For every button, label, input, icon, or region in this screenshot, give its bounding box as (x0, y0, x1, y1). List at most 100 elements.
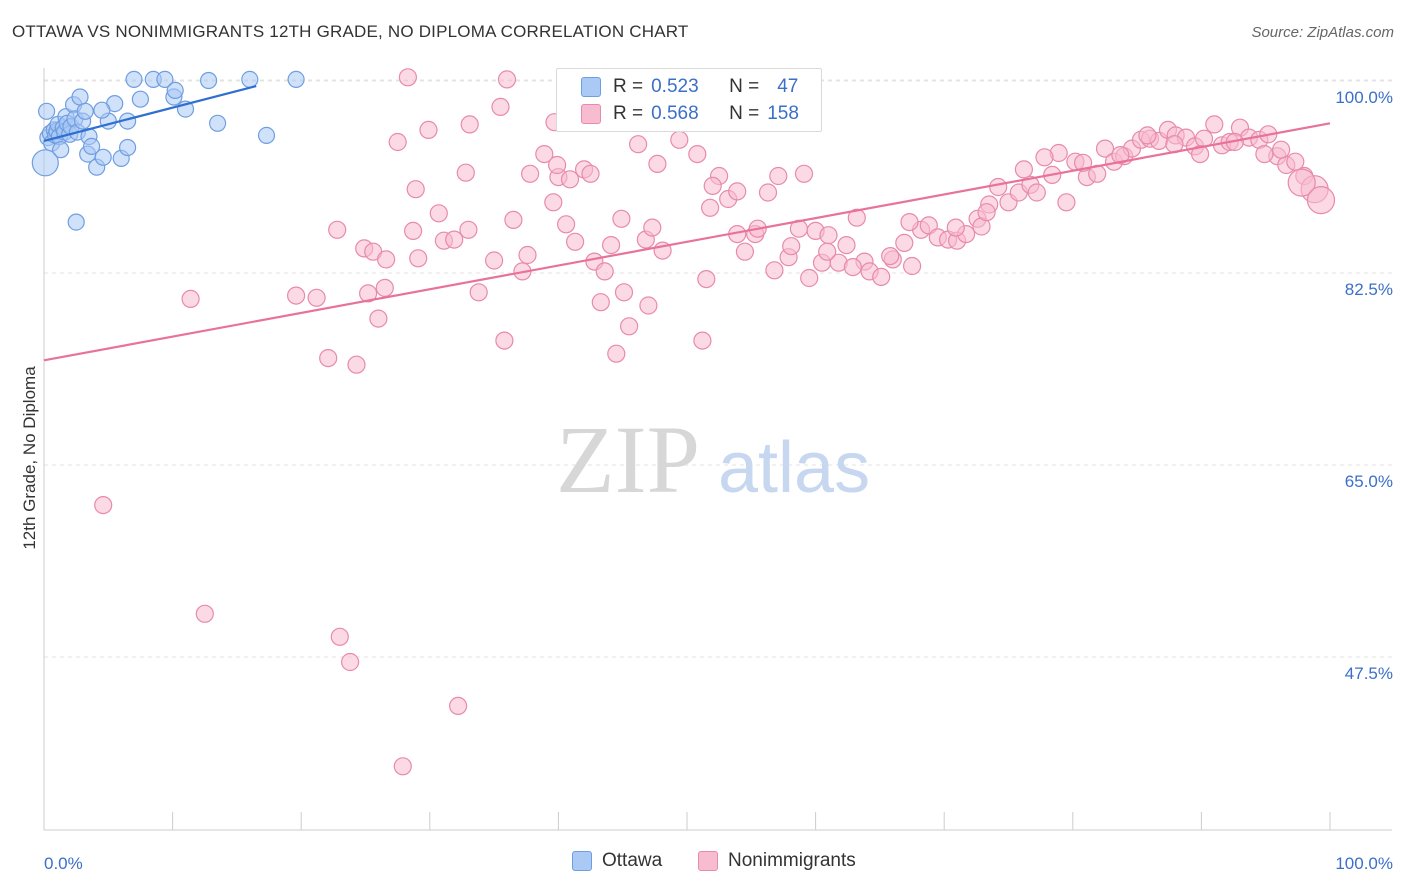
tick-labels: 100.0% 82.5% 65.0% 47.5% 0.0% 100.0% (44, 88, 1393, 873)
data-point (847, 208, 866, 227)
data-point (1014, 160, 1034, 179)
y-axis-label: 12th Grade, No Diploma (20, 366, 39, 550)
data-point (460, 115, 479, 134)
ottawa-points (31, 70, 305, 231)
legend-r-value: 0.568 (651, 103, 699, 124)
data-point (881, 247, 900, 266)
data-point (902, 256, 922, 276)
data-point (497, 70, 517, 89)
data-point (307, 288, 326, 307)
data-point (377, 250, 396, 269)
data-point (872, 267, 891, 286)
data-point (388, 132, 407, 152)
data-point (518, 245, 537, 265)
data-point (67, 213, 85, 231)
axes (43, 68, 1392, 831)
data-point (1057, 193, 1076, 212)
legend-r-label: R = (613, 76, 644, 97)
legend-n-label: N = (729, 76, 760, 97)
bottom-legend-label-nonimmigrants: Nonimmigrants (728, 850, 856, 871)
bottom-legend-label-ottawa: Ottawa (602, 850, 663, 871)
data-point (758, 183, 778, 202)
data-point (1287, 168, 1316, 197)
data-point (547, 155, 567, 175)
data-point (398, 68, 417, 87)
data-point (409, 249, 428, 268)
data-point (556, 215, 576, 234)
data-point (628, 135, 648, 154)
data-point (341, 652, 360, 672)
data-point (181, 289, 200, 308)
data-point (404, 221, 423, 240)
trend-lines (43, 84, 1331, 362)
watermark-atlas: atlas (718, 428, 870, 508)
data-point (375, 278, 394, 297)
legend-r-value: 0.523 (651, 76, 699, 97)
data-point (782, 237, 801, 256)
gridlines (44, 79, 1392, 658)
legend-n-value: 158 (767, 103, 799, 124)
data-point (445, 230, 464, 249)
data-point (406, 180, 425, 199)
data-point (469, 283, 488, 302)
data-point (614, 283, 634, 302)
data-point (670, 130, 689, 149)
legend-n-label: N = (729, 103, 760, 124)
data-point (393, 757, 412, 776)
data-point (735, 242, 755, 261)
data-point (1035, 148, 1054, 167)
chart-title: OTTAWA VS NONIMMIGRANTS 12TH GRADE, NO D… (12, 22, 689, 41)
data-point (1255, 145, 1274, 164)
data-point (643, 218, 662, 237)
data-point (818, 242, 837, 261)
bottom-legend-ottawa[interactable]: Ottawa (572, 850, 662, 872)
data-point (607, 344, 626, 363)
data-point (330, 627, 349, 646)
legend-swatch-nonimmigrants (581, 104, 601, 124)
data-point (94, 496, 113, 515)
data-point (794, 164, 814, 183)
data-point (485, 251, 504, 270)
data-point (166, 81, 184, 100)
data-point (989, 177, 1008, 197)
data-point (319, 349, 338, 368)
data-point (900, 213, 919, 232)
data-point (118, 138, 137, 157)
bottom-legend-swatch-nonimmigrants (698, 851, 718, 871)
data-point (703, 176, 722, 195)
data-point (769, 166, 788, 186)
data-point (700, 198, 720, 217)
data-point (895, 233, 914, 252)
data-point (93, 101, 111, 119)
data-point (369, 309, 388, 328)
data-point (76, 102, 94, 120)
data-point (843, 258, 863, 277)
data-point (595, 262, 614, 281)
nonimmigrants-trend-line (43, 122, 1331, 362)
data-point (765, 261, 784, 280)
data-point (200, 71, 218, 90)
data-point (37, 102, 56, 120)
data-point (31, 149, 59, 177)
x-tick-label: 100.0% (1335, 854, 1393, 873)
nonimmigrants-points (94, 68, 1336, 776)
source-label: Source: ZipAtlas.com (1251, 24, 1394, 41)
legend-swatch-ottawa (581, 77, 601, 97)
data-point (1306, 186, 1336, 215)
data-point (837, 236, 856, 255)
data-point (71, 88, 89, 106)
bottom-legend-swatch-ottawa (572, 851, 592, 871)
y-tick-label: 47.5% (1345, 664, 1393, 683)
data-point (1271, 140, 1291, 159)
data-point (241, 70, 259, 89)
y-tick-label: 100.0% (1335, 88, 1393, 107)
data-point (639, 296, 658, 315)
data-point (946, 218, 965, 237)
data-point (591, 293, 610, 312)
data-point (1190, 145, 1210, 164)
data-point (156, 70, 174, 89)
bottom-legend-nonimmigrants[interactable]: Nonimmigrants (698, 850, 856, 872)
data-point (697, 270, 716, 289)
data-point (195, 604, 214, 623)
ottawa-trend-line (43, 84, 257, 142)
